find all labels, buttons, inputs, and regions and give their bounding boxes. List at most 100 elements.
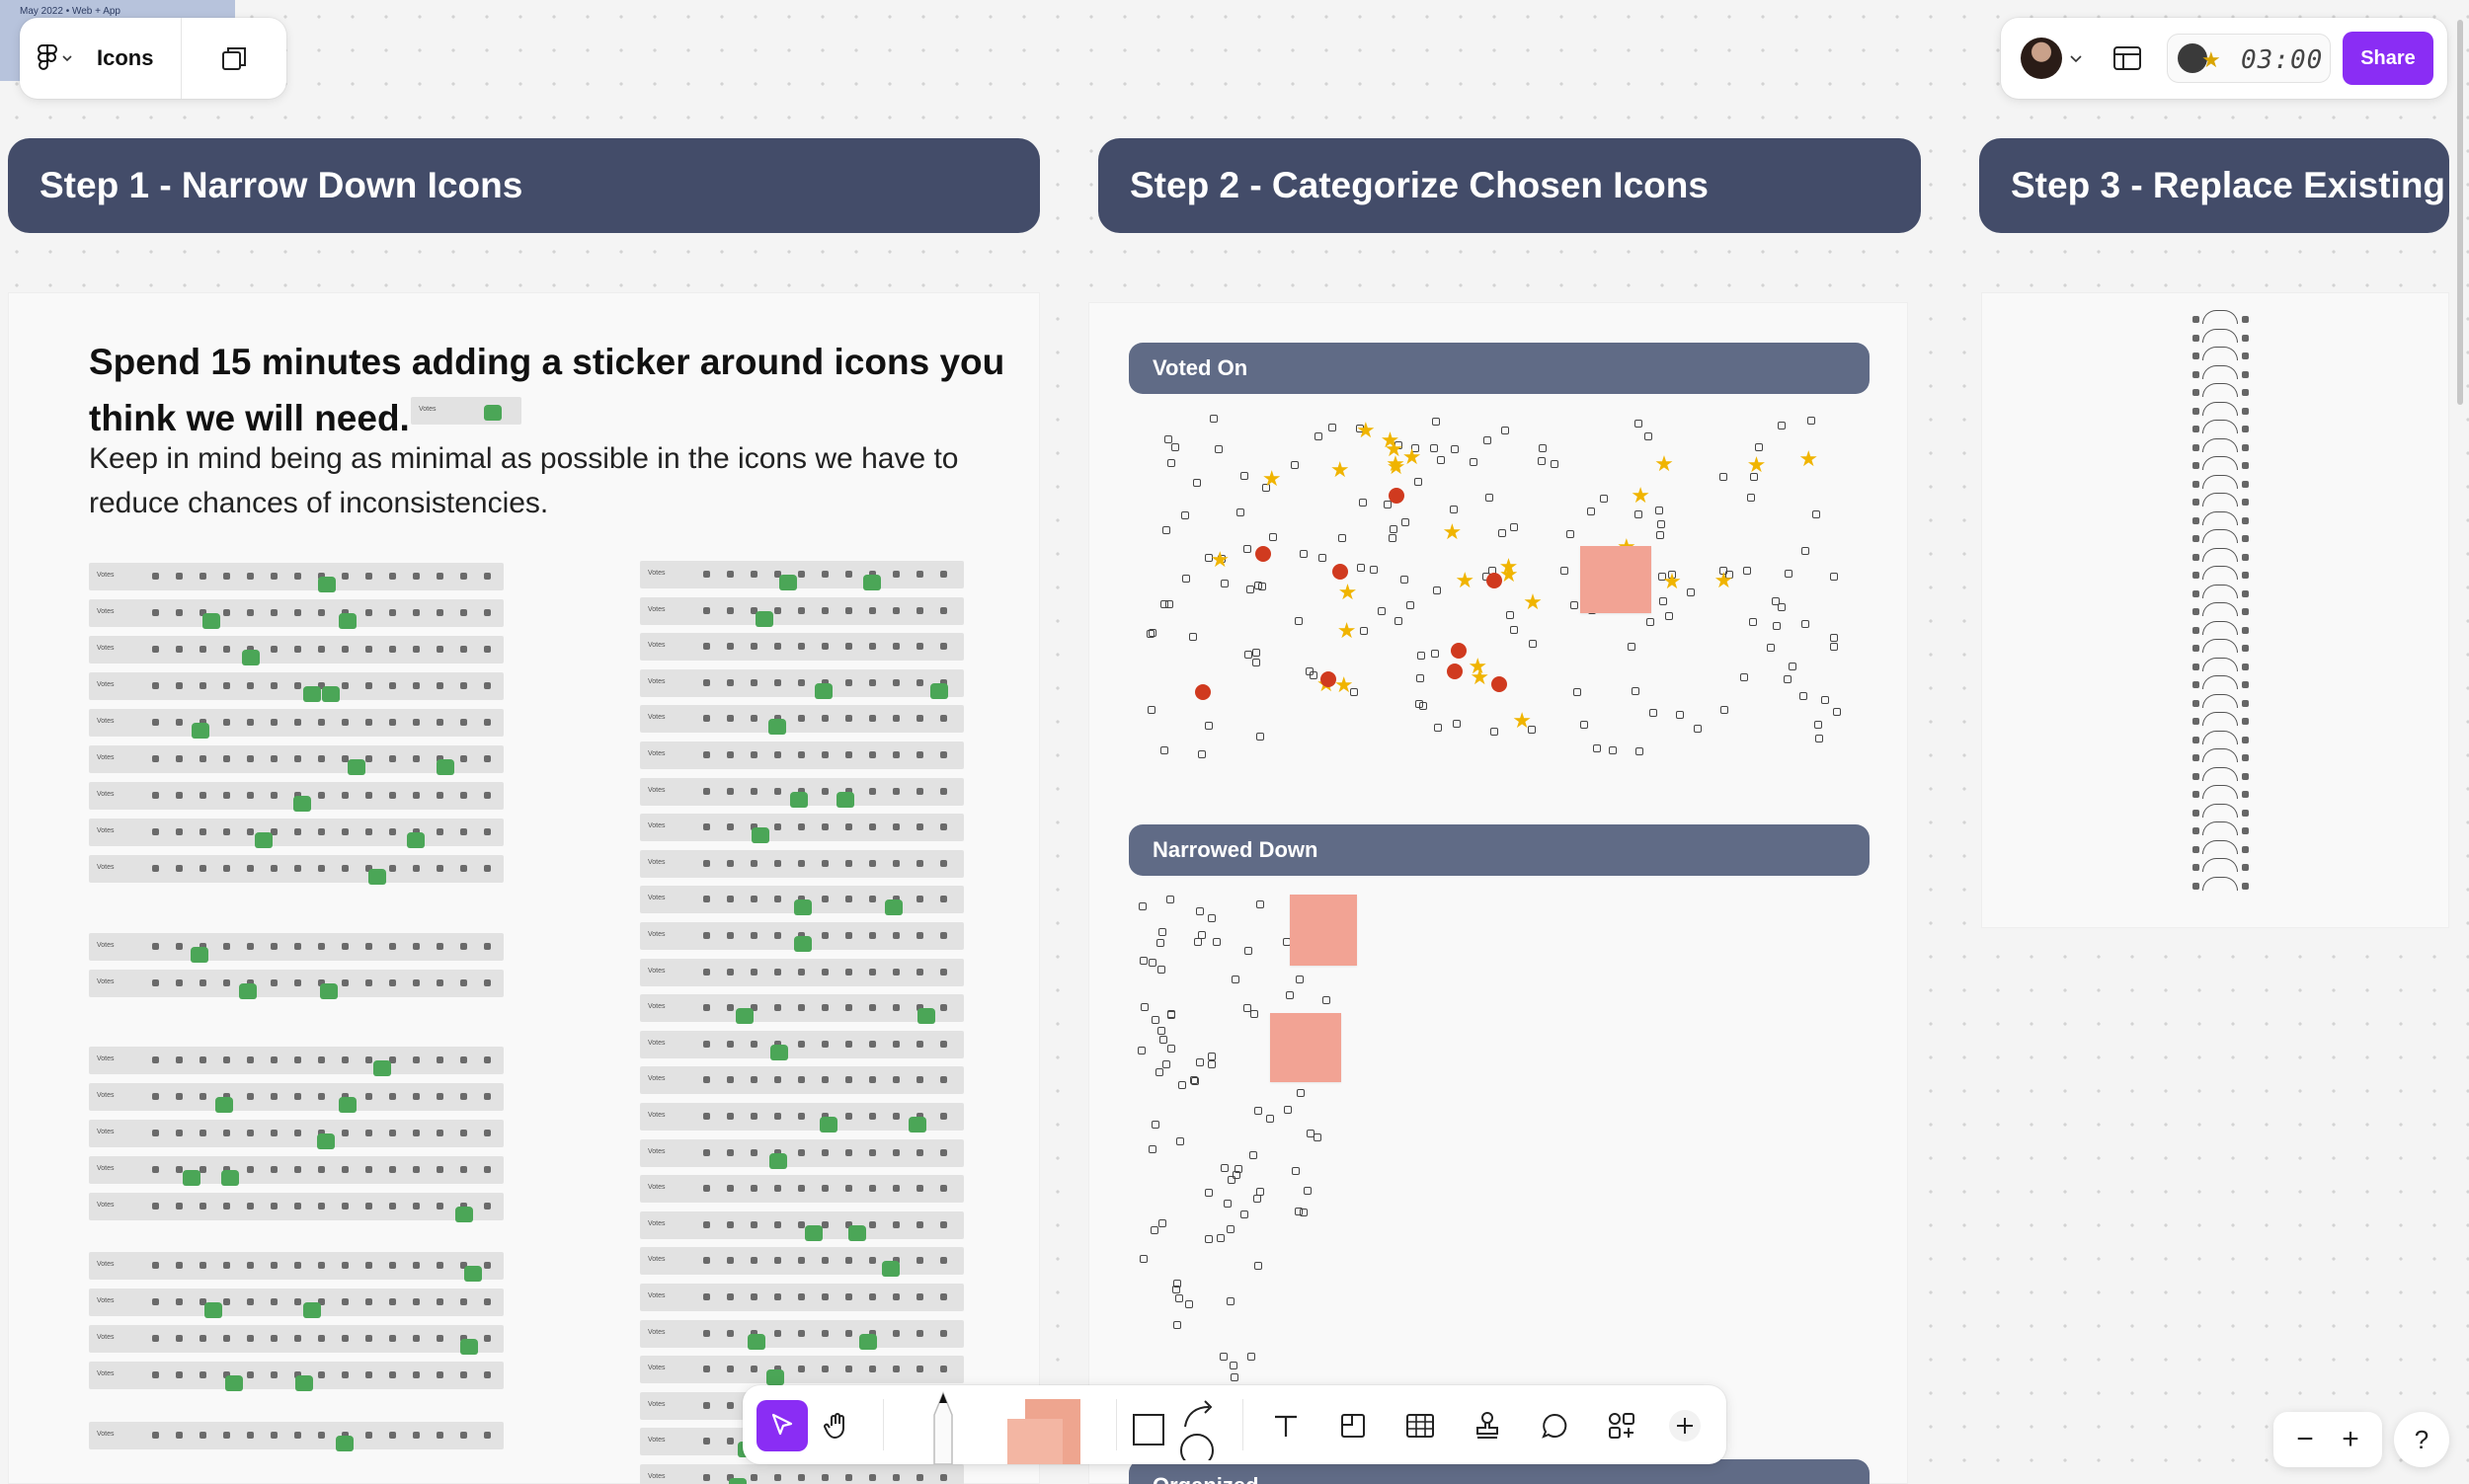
library-icon[interactable] (727, 1076, 734, 1084)
library-icon[interactable] (1537, 457, 1546, 466)
library-icon[interactable] (176, 1093, 183, 1100)
library-icon[interactable] (389, 1335, 396, 1342)
library-icon[interactable] (342, 1432, 349, 1439)
library-icon[interactable] (389, 1130, 396, 1136)
library-icon[interactable] (1658, 572, 1667, 581)
library-icon[interactable] (1160, 745, 1169, 754)
new-icon[interactable] (2242, 462, 2249, 469)
library-icon[interactable] (152, 1371, 159, 1378)
library-icon[interactable] (484, 1130, 491, 1136)
library-icon[interactable] (774, 1257, 781, 1265)
library-icon[interactable] (703, 968, 710, 976)
library-icon[interactable] (727, 643, 734, 651)
library-icon[interactable] (1452, 719, 1461, 728)
library-icon[interactable] (940, 678, 947, 686)
library-icon[interactable] (1246, 1353, 1255, 1362)
old-icon[interactable] (2192, 316, 2199, 323)
library-icon[interactable] (798, 896, 805, 903)
library-icon[interactable] (822, 751, 829, 758)
library-icon[interactable] (152, 865, 159, 872)
library-icon[interactable] (389, 943, 396, 950)
library-icon[interactable] (1292, 1167, 1301, 1176)
new-icon[interactable] (2242, 772, 2249, 780)
library-icon[interactable] (1433, 723, 1442, 732)
library-icon[interactable] (437, 943, 443, 950)
library-icon[interactable] (703, 1220, 710, 1228)
library-icon[interactable] (1220, 1353, 1229, 1362)
library-icon[interactable] (727, 678, 734, 686)
library-icon[interactable] (437, 1056, 443, 1063)
library-icon[interactable] (460, 1371, 467, 1378)
library-icon[interactable] (1773, 621, 1782, 630)
library-icon[interactable] (893, 1257, 900, 1265)
library-icon[interactable] (916, 896, 923, 903)
library-icon[interactable] (342, 1335, 349, 1342)
thumbs-up-sticker[interactable] (790, 791, 808, 808)
library-icon[interactable] (822, 859, 829, 867)
library-icon[interactable] (1245, 585, 1254, 593)
library-icon[interactable] (940, 1185, 947, 1193)
library-icon[interactable] (1644, 432, 1653, 441)
thumbs-up-sticker[interactable] (295, 1375, 313, 1391)
library-icon[interactable] (437, 646, 443, 653)
library-icon[interactable] (1167, 458, 1176, 467)
library-icon[interactable] (798, 606, 805, 614)
text-tool[interactable] (1260, 1400, 1312, 1451)
library-icon[interactable] (1234, 1165, 1242, 1174)
library-icon[interactable] (413, 1262, 420, 1269)
library-icon[interactable] (460, 682, 467, 689)
thumbs-up-sticker[interactable] (239, 983, 257, 999)
library-icon[interactable] (798, 715, 805, 723)
library-icon[interactable] (365, 979, 372, 986)
library-icon[interactable] (822, 1293, 829, 1300)
library-icon[interactable] (389, 609, 396, 616)
library-icon[interactable] (703, 606, 710, 614)
old-icon[interactable] (2192, 754, 2199, 761)
library-icon[interactable] (294, 682, 301, 689)
library-icon[interactable] (223, 979, 230, 986)
thumbs-up-sticker[interactable] (437, 759, 454, 775)
library-icon[interactable] (318, 865, 325, 872)
chevron-down-icon[interactable] (2070, 55, 2082, 63)
thumbs-up-sticker[interactable] (770, 1044, 788, 1060)
library-icon[interactable] (1140, 1003, 1149, 1012)
library-icon[interactable] (365, 609, 372, 616)
library-icon[interactable] (294, 1298, 301, 1305)
library-icon[interactable] (1789, 662, 1797, 670)
library-icon[interactable] (484, 1432, 491, 1439)
library-icon[interactable] (247, 719, 254, 726)
library-icon[interactable] (751, 678, 757, 686)
library-icon[interactable] (940, 715, 947, 723)
library-icon[interactable] (365, 1432, 372, 1439)
thumbs-up-sticker[interactable] (848, 1224, 866, 1241)
library-icon[interactable] (1232, 1170, 1240, 1179)
library-icon[interactable] (223, 609, 230, 616)
library-icon[interactable] (1645, 617, 1654, 626)
library-icon[interactable] (916, 1148, 923, 1156)
library-icon[interactable] (152, 1130, 159, 1136)
thumbs-up-sticker[interactable] (339, 1097, 357, 1113)
library-icon[interactable] (1291, 460, 1300, 469)
thumbs-up-sticker[interactable] (221, 1170, 239, 1186)
library-icon[interactable] (845, 715, 852, 723)
library-icon[interactable] (916, 571, 923, 578)
library-icon[interactable] (1189, 632, 1198, 641)
library-icon[interactable] (940, 1076, 947, 1084)
library-icon[interactable] (1497, 528, 1506, 537)
old-icon[interactable] (2192, 553, 2199, 561)
library-icon[interactable] (940, 571, 947, 578)
library-icon[interactable] (940, 1113, 947, 1120)
library-icon[interactable] (437, 1298, 443, 1305)
library-icon[interactable] (1389, 525, 1397, 534)
library-icon[interactable] (1384, 500, 1393, 508)
library-icon[interactable] (703, 1293, 710, 1300)
library-icon[interactable] (365, 1130, 372, 1136)
library-icon[interactable] (1437, 456, 1446, 465)
library-icon[interactable] (1321, 996, 1330, 1005)
library-icon[interactable] (869, 1257, 876, 1265)
library-icon[interactable] (437, 792, 443, 799)
library-icon[interactable] (703, 1438, 710, 1445)
library-icon[interactable] (152, 609, 159, 616)
library-icon[interactable] (822, 1329, 829, 1337)
old-icon[interactable] (2192, 589, 2199, 597)
